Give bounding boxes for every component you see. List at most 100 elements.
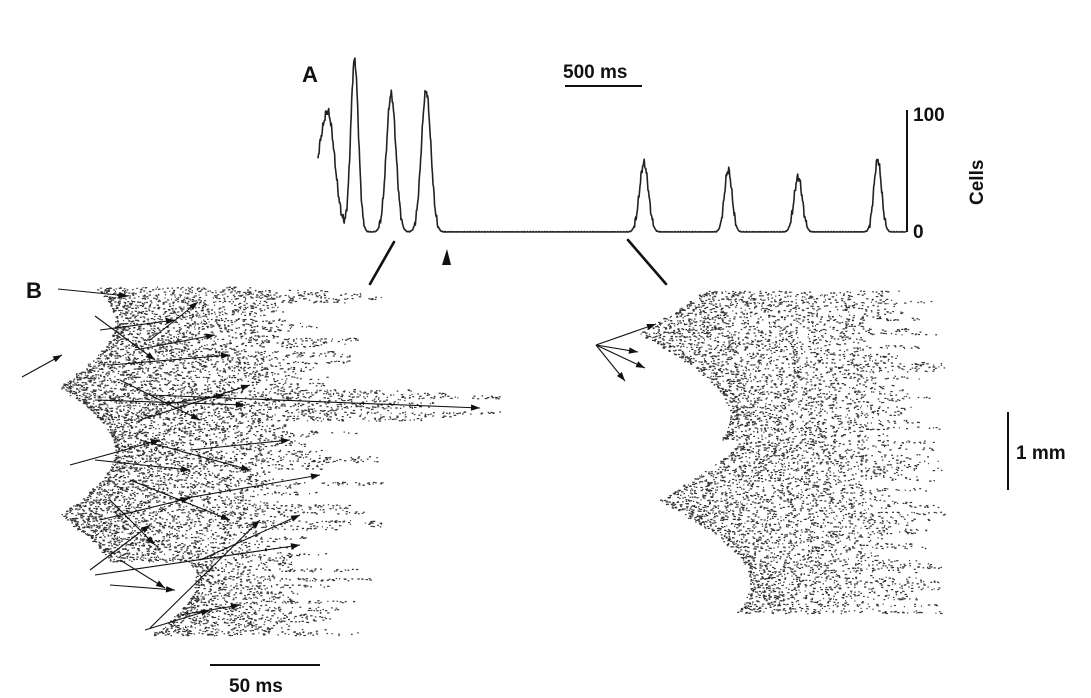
raster-left-dot-227	[216, 295, 218, 297]
raster-left-dot-3204	[390, 404, 394, 406]
raster-left-dot-2161	[88, 377, 91, 380]
raster-left-dot-3047	[341, 399, 344, 402]
raster-left-dot-2184	[138, 376, 141, 378]
raster-left-dot-3449	[106, 411, 109, 413]
raster-left-dot-2913	[97, 395, 99, 397]
raster-left-dot-2131	[99, 374, 102, 376]
raster-left-dot-769	[130, 321, 134, 323]
raster-left-dot-718	[116, 317, 119, 319]
raster-left-dot-2003	[208, 371, 210, 373]
raster-left-dot-4325	[175, 441, 178, 443]
raster-left-dot-4236	[236, 435, 240, 437]
raster-left-dot-1910	[279, 368, 282, 370]
raster-left-dot-448	[149, 303, 152, 305]
raster-left-dot-4144	[144, 431, 147, 433]
raster-left-dot-72	[124, 290, 126, 292]
raster-left-dot-4795	[170, 459, 172, 461]
raster-left-dot-1313	[176, 343, 179, 345]
raster-left-dot-389	[118, 300, 121, 302]
raster-left-dot-30	[108, 287, 111, 290]
raster-left-dot-1361	[126, 345, 127, 347]
raster-left-dot-471	[111, 303, 113, 305]
raster-left-dot-4109	[163, 430, 166, 432]
raster-left-dot-773	[265, 320, 268, 322]
raster-left-dot-551	[122, 305, 125, 308]
raster-left-dot-4360	[181, 441, 184, 443]
raster-left-dot-3883	[226, 422, 229, 424]
raster-left-dot-3403	[335, 409, 337, 411]
raster-left-dot-4195	[180, 436, 184, 438]
raster-left-dot-4102	[136, 432, 138, 434]
raster-left-dot-3237	[365, 407, 369, 409]
raster-left-dot-3872	[259, 419, 261, 421]
raster-left-dot-628	[142, 311, 145, 313]
raster-left-dot-3462	[263, 409, 265, 411]
raster-left-dot-3202	[388, 402, 392, 404]
raster-left-dot-3393	[193, 410, 196, 412]
raster-left-dot-4168	[247, 432, 249, 434]
raster-left-dot-3026	[183, 399, 187, 401]
raster-left-dot-1271	[241, 343, 244, 345]
raster-left-dot-1525	[175, 353, 178, 355]
raster-left-dot-4859	[227, 460, 230, 463]
raster-left-dot-1056	[147, 332, 150, 334]
raster-left-dot-191	[241, 294, 244, 296]
raster-left-dot-4214	[224, 436, 226, 438]
raster-left-dot-4869	[231, 461, 234, 464]
raster-left-dot-2567	[122, 389, 125, 391]
raster-left-dot-1712	[179, 357, 182, 359]
raster-left-dot-4413	[127, 445, 129, 447]
raster-left-dot-834	[149, 324, 151, 326]
raster-left-dot-1632	[214, 355, 217, 357]
raster-left-dot-4551	[278, 451, 281, 453]
raster-left-dot-2432	[106, 384, 109, 386]
raster-left-dot-4352	[200, 440, 204, 442]
raster-left-dot-2926	[484, 398, 486, 400]
raster-left-dot-2254	[89, 378, 92, 380]
raster-left-dot-2694	[213, 394, 217, 396]
raster-left-dot-4239	[272, 434, 275, 436]
raster-left-dot-2922	[133, 397, 136, 399]
raster-left-dot-4594	[235, 453, 238, 455]
raster-left-dot-3540	[499, 411, 501, 413]
raster-left-dot-2474	[151, 388, 154, 390]
raster-left-dot-3048	[209, 399, 211, 402]
raster-left-dot-1540	[101, 353, 104, 355]
raster-left-dot-3950	[143, 424, 146, 426]
raster-left-dot-2312	[255, 381, 258, 383]
raster-left-dot-4800	[199, 459, 202, 461]
raster-left-dot-3435	[138, 410, 141, 412]
raster-left-dot-3541	[480, 413, 483, 415]
raster-left-dot-3153	[294, 403, 297, 405]
raster-left-dot-3439	[302, 410, 305, 412]
raster-left-dot-3422	[240, 409, 242, 411]
raster-left-dot-3623	[232, 415, 235, 417]
raster-left-dot-4879	[290, 464, 294, 466]
raster-left-dot-4856	[130, 460, 133, 462]
raster-left-dot-1293	[266, 341, 269, 343]
raster-left-dot-4593	[269, 450, 272, 452]
raster-left-dot-3461	[105, 409, 109, 411]
raster-left-dot-4346	[143, 443, 146, 445]
raster-left-dot-3649	[250, 415, 253, 418]
raster-left-dot-469	[231, 303, 233, 305]
raster-left-dot-4186	[215, 436, 218, 438]
raster-left-dot-4575	[154, 450, 158, 452]
raster-left-dot-404	[244, 299, 246, 301]
raster-left-dot-4350	[183, 442, 186, 444]
raster-left-dot-3327	[92, 407, 95, 409]
raster-left-dot-1405	[139, 345, 142, 347]
raster-left-dot-1139	[161, 335, 164, 338]
raster-left-dot-762	[203, 319, 205, 321]
raster-left-dot-2313	[237, 380, 239, 382]
raster-left-dot-1603	[253, 356, 256, 358]
raster-left-dot-815	[202, 323, 204, 325]
raster-left-dot-334	[125, 298, 127, 300]
raster-left-dot-3369	[119, 409, 122, 411]
raster-left-dot-3967	[266, 425, 268, 427]
raster-left-dot-4257	[223, 439, 225, 441]
raster-left-dot-2047	[84, 372, 87, 374]
raster-left-dot-2483	[181, 387, 184, 389]
raster-left-dot-4441	[117, 443, 120, 445]
raster-left-dot-3130	[129, 404, 131, 406]
